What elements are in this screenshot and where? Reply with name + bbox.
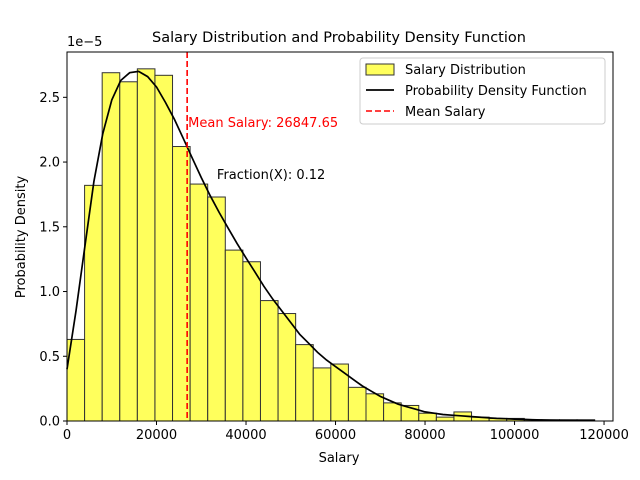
y-tick-label: 1.0 bbox=[39, 285, 60, 300]
y-tick-label: 2.5 bbox=[39, 91, 60, 106]
legend-box bbox=[359, 57, 606, 125]
legend-label-mean: Mean Salary bbox=[405, 105, 486, 120]
histogram-bar bbox=[207, 196, 226, 422]
legend-swatch-histogram bbox=[365, 63, 395, 76]
histogram-bar bbox=[347, 386, 367, 422]
histogram-bar bbox=[383, 402, 402, 422]
histogram-bar bbox=[277, 313, 297, 422]
histogram-bar bbox=[330, 363, 349, 422]
pdf-line bbox=[66, 70, 596, 422]
histogram-bar bbox=[189, 183, 209, 422]
histogram-bar bbox=[224, 249, 244, 422]
histogram-bar bbox=[259, 300, 279, 422]
histogram-bar bbox=[154, 74, 174, 422]
y-tick-label: 0.5 bbox=[39, 350, 60, 365]
fraction-annotation: Fraction(X): 0.12 bbox=[217, 168, 325, 183]
legend-label-histogram: Salary Distribution bbox=[405, 63, 526, 78]
legend-label-pdf: Probability Density Function bbox=[405, 84, 587, 99]
mean-salary-label: Mean Salary: 26847.65 bbox=[188, 116, 338, 131]
x-tick-label: 40000 bbox=[225, 428, 266, 443]
histogram-bar bbox=[119, 81, 138, 422]
x-tick-label: 20000 bbox=[136, 428, 177, 443]
histogram-bar bbox=[136, 68, 156, 422]
x-tick-label: 0 bbox=[63, 428, 71, 443]
legend: Salary Distribution Probability Density … bbox=[359, 57, 606, 125]
y-tick-label: 1.5 bbox=[39, 220, 60, 235]
y-tick-label: 0.0 bbox=[39, 415, 60, 430]
x-tick-label: 60000 bbox=[315, 428, 356, 443]
histogram-bars bbox=[66, 68, 596, 422]
x-tick-label: 80000 bbox=[404, 428, 445, 443]
histogram-bar bbox=[418, 412, 437, 422]
y-scale-offset: 1e−5 bbox=[67, 35, 102, 50]
histogram-bar bbox=[242, 261, 261, 422]
x-axis-label: Salary bbox=[319, 451, 360, 466]
chart-title: Salary Distribution and Probability Dens… bbox=[152, 30, 526, 46]
histogram-bar bbox=[365, 393, 385, 422]
plot-frame bbox=[66, 51, 614, 422]
y-tick-label: 2.0 bbox=[39, 156, 60, 171]
histogram-bar bbox=[312, 367, 332, 422]
histogram-bar bbox=[84, 184, 103, 422]
x-tick-label: 120000 bbox=[579, 428, 629, 443]
y-axis-label: Probability Density bbox=[14, 176, 29, 299]
x-tick-label: 100000 bbox=[490, 428, 540, 443]
histogram-bar bbox=[295, 344, 314, 422]
x-axis-ticks: 0 20000 40000 60000 80000 100000 120000 bbox=[63, 421, 629, 443]
histogram-bar bbox=[435, 416, 455, 422]
y-axis-ticks: 0.0 0.5 1.0 1.5 2.0 2.5 bbox=[39, 91, 67, 430]
